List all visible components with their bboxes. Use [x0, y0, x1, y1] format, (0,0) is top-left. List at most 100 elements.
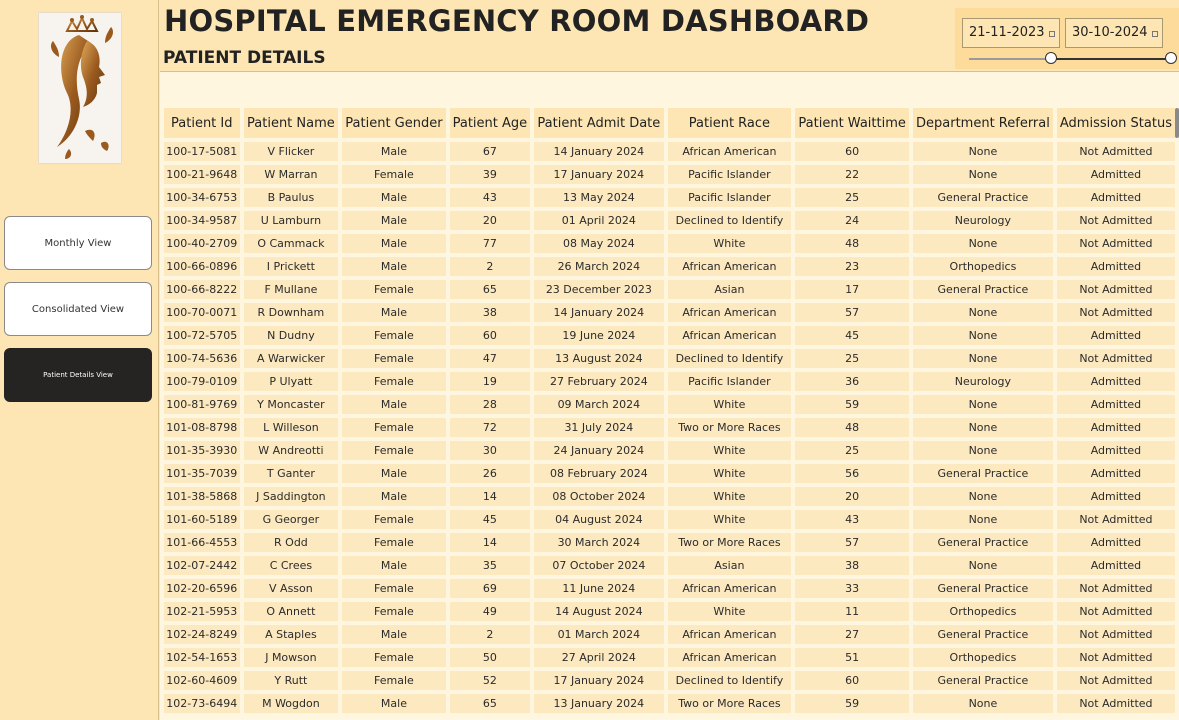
- patient-name-cell: W Andreotti: [243, 439, 339, 462]
- admit-date-cell: 13 August 2024: [534, 347, 664, 370]
- date-range-slider[interactable]: [969, 52, 1177, 64]
- admit-date-cell: 24 January 2024: [534, 439, 664, 462]
- waittime-cell: 25: [795, 347, 909, 370]
- start-date-value: 21-11-2023: [969, 25, 1045, 40]
- patient-age-cell: 14: [449, 531, 531, 554]
- table-row[interactable]: 101-38-5868 J Saddington Male 14 08 October …: [164, 485, 1175, 508]
- admission-status-cell: Admitted: [1056, 393, 1175, 416]
- column-header-patient-name[interactable]: Patient Name: [243, 108, 339, 140]
- table-row[interactable]: 102-73-6494 M Wogdon Male 65 13 January 2024…: [164, 692, 1175, 715]
- waittime-cell: 56: [795, 462, 909, 485]
- table-row[interactable]: 101-08-8798 L Willeson Female 72 31 July 202…: [164, 416, 1175, 439]
- table-row[interactable]: 100-66-8222 F Mullane Female 65 23 December …: [164, 278, 1175, 301]
- patient-name-cell: I Prickett: [243, 255, 339, 278]
- department-referral-cell: General Practice: [913, 278, 1053, 301]
- patient-gender-cell: Female: [342, 577, 446, 600]
- table-row[interactable]: 102-21-5953 O Annett Female 49 14 August 202…: [164, 600, 1175, 623]
- waittime-cell: 27: [795, 623, 909, 646]
- table-row[interactable]: 100-34-9587 U Lamburn Male 20 01 April 2024 D…: [164, 209, 1175, 232]
- table-header-row: Patient Id Patient Name Patient Gender P…: [164, 108, 1175, 140]
- patient-name-cell: F Mullane: [243, 278, 339, 301]
- column-header-patient-age[interactable]: Patient Age: [449, 108, 531, 140]
- table-row[interactable]: 100-66-0896 I Prickett Male 2 26 March 2024 A…: [164, 255, 1175, 278]
- table-row[interactable]: 101-60-5189 G Georger Female 45 04 August 20…: [164, 508, 1175, 531]
- patient-race-cell: White: [667, 232, 792, 255]
- admit-date-cell: 17 January 2024: [534, 163, 664, 186]
- admit-date-cell: 13 January 2024: [534, 692, 664, 715]
- column-header-admission-status[interactable]: Admission Status: [1056, 108, 1175, 140]
- patient-id-cell: 100-70-0071: [164, 301, 240, 324]
- table-row[interactable]: 102-24-8249 A Staples Male 2 01 March 2024 Af…: [164, 623, 1175, 646]
- page-title: HOSPITAL EMERGENCY ROOM DASHBOARD: [164, 4, 870, 38]
- waittime-cell: 36: [795, 370, 909, 393]
- nav-monthly-view-button[interactable]: Monthly View: [4, 216, 152, 270]
- table-row[interactable]: 101-66-4553 R Odd Female 14 30 March 2024 Two…: [164, 531, 1175, 554]
- column-header-department-referral[interactable]: Department Referral: [913, 108, 1053, 140]
- table-row[interactable]: 100-34-6753 B Paulus Male 43 13 May 2024 Paci…: [164, 186, 1175, 209]
- patient-gender-cell: Male: [342, 462, 446, 485]
- calendar-icon[interactable]: [1152, 31, 1158, 37]
- table-row[interactable]: 100-17-5081 V Flicker Male 67 14 January 202…: [164, 140, 1175, 163]
- calendar-icon[interactable]: [1049, 31, 1055, 37]
- table-row[interactable]: 102-07-2442 C Crees Male 35 07 October 2024 A…: [164, 554, 1175, 577]
- slider-start-handle[interactable]: [1045, 52, 1057, 64]
- department-referral-cell: None: [913, 416, 1053, 439]
- patient-age-cell: 30: [449, 439, 531, 462]
- patient-race-cell: Asian: [667, 278, 792, 301]
- start-date-input[interactable]: 21-11-2023: [962, 18, 1060, 48]
- column-header-admit-date[interactable]: Patient Admit Date: [534, 108, 664, 140]
- admission-status-cell: Not Admitted: [1056, 623, 1175, 646]
- admission-status-cell: Admitted: [1056, 324, 1175, 347]
- table-row[interactable]: 100-74-5636 A Warwicker Female 47 13 August …: [164, 347, 1175, 370]
- department-referral-cell: None: [913, 393, 1053, 416]
- logo: [38, 12, 122, 164]
- table-row[interactable]: 100-79-0109 P Ulyatt Female 19 27 February 2…: [164, 370, 1175, 393]
- table-row[interactable]: 100-21-9648 W Marran Female 39 17 January 20…: [164, 163, 1175, 186]
- patient-age-cell: 60: [449, 324, 531, 347]
- admit-date-cell: 19 June 2024: [534, 324, 664, 347]
- admission-status-cell: Admitted: [1056, 485, 1175, 508]
- patient-age-cell: 50: [449, 646, 531, 669]
- table-row[interactable]: 101-35-3930 W Andreotti Female 30 24 January…: [164, 439, 1175, 462]
- admit-date-cell: 07 October 2024: [534, 554, 664, 577]
- nav-consolidated-view-button[interactable]: Consolidated View: [4, 282, 152, 336]
- end-date-input[interactable]: 30-10-2024: [1065, 18, 1163, 48]
- department-referral-cell: None: [913, 554, 1053, 577]
- waittime-cell: 59: [795, 692, 909, 715]
- table-row[interactable]: 101-35-7039 T Ganter Male 26 08 February 202…: [164, 462, 1175, 485]
- patient-gender-cell: Male: [342, 232, 446, 255]
- column-header-patient-gender[interactable]: Patient Gender: [342, 108, 446, 140]
- patient-age-cell: 26: [449, 462, 531, 485]
- department-referral-cell: None: [913, 347, 1053, 370]
- table-row[interactable]: 100-72-5705 N Dudny Female 60 19 June 2024 Af…: [164, 324, 1175, 347]
- patient-name-cell: G Georger: [243, 508, 339, 531]
- department-referral-cell: None: [913, 232, 1053, 255]
- column-header-waittime[interactable]: Patient Waittime: [795, 108, 909, 140]
- table-row[interactable]: 100-70-0071 R Downham Male 38 14 January 202…: [164, 301, 1175, 324]
- patient-name-cell: A Warwicker: [243, 347, 339, 370]
- waittime-cell: 45: [795, 324, 909, 347]
- patient-race-cell: African American: [667, 301, 792, 324]
- column-header-patient-id[interactable]: Patient Id: [164, 108, 240, 140]
- column-header-patient-race[interactable]: Patient Race: [667, 108, 792, 140]
- patient-gender-cell: Female: [342, 278, 446, 301]
- patient-gender-cell: Female: [342, 600, 446, 623]
- table-row[interactable]: 102-60-4609 Y Rutt Female 52 17 January 2024…: [164, 669, 1175, 692]
- table-row[interactable]: 100-81-9769 Y Moncaster Male 28 09 March 202…: [164, 393, 1175, 416]
- vertical-scrollbar[interactable]: [1175, 108, 1179, 138]
- patient-id-cell: 100-34-6753: [164, 186, 240, 209]
- nav-patient-details-view-button[interactable]: Patient Details View: [4, 348, 152, 402]
- department-referral-cell: None: [913, 163, 1053, 186]
- patient-race-cell: Two or More Races: [667, 531, 792, 554]
- table-row[interactable]: 102-54-1653 J Mowson Female 50 27 April 2024…: [164, 646, 1175, 669]
- table-row[interactable]: 100-40-2709 O Cammack Male 77 08 May 2024 Whi…: [164, 232, 1175, 255]
- table-row[interactable]: 102-20-6596 V Asson Female 69 11 June 2024 Af…: [164, 577, 1175, 600]
- patient-race-cell: White: [667, 393, 792, 416]
- slider-end-handle[interactable]: [1165, 52, 1177, 64]
- patient-name-cell: P Ulyatt: [243, 370, 339, 393]
- header: HOSPITAL EMERGENCY ROOM DASHBOARD PATIEN…: [160, 0, 1179, 72]
- patient-race-cell: African American: [667, 255, 792, 278]
- patient-age-cell: 2: [449, 623, 531, 646]
- patient-gender-cell: Female: [342, 508, 446, 531]
- patient-age-cell: 45: [449, 508, 531, 531]
